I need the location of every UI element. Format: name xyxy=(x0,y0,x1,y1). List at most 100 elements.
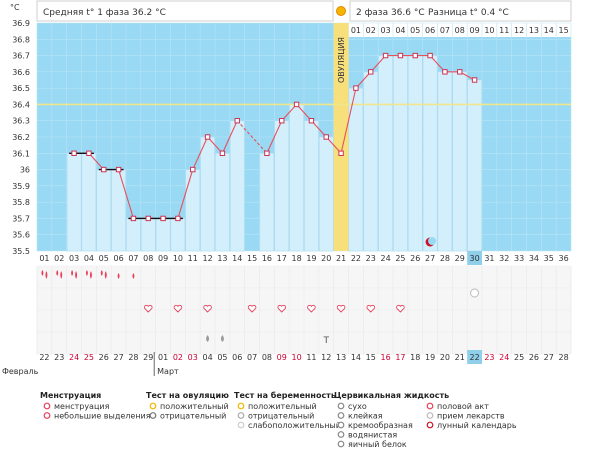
menstruation-icon xyxy=(85,270,92,279)
legend-item: прием лекарств xyxy=(437,412,505,421)
x-tick-label: 32 xyxy=(499,254,509,263)
temperature-segment xyxy=(88,152,105,170)
calendar-date: 06 xyxy=(232,353,242,362)
legend-icon xyxy=(237,412,245,419)
temp-column xyxy=(348,87,364,252)
x-tick-label: 15 xyxy=(247,254,257,263)
x-tick-label: 19 xyxy=(306,254,316,263)
calendar-date: 12 xyxy=(321,353,331,362)
temperature-point xyxy=(175,215,181,222)
x-tick-label: 23 xyxy=(366,254,376,263)
calendar-date: 24 xyxy=(69,353,79,362)
x-tick-label: 10 xyxy=(173,254,183,263)
medicine-icon xyxy=(470,288,480,298)
menstruation-icon xyxy=(41,270,48,279)
legend-title: Тест на овуляцию xyxy=(146,391,229,400)
legend-item: клейкая xyxy=(348,412,383,421)
post-ovulation-day-label: 06 xyxy=(425,26,435,35)
temperature-point xyxy=(160,215,166,222)
temp-column xyxy=(422,55,438,252)
legend-item: отрицательный xyxy=(248,412,314,421)
watery-icon xyxy=(206,335,210,342)
temperature-segment xyxy=(177,169,194,219)
temp-column xyxy=(81,153,97,252)
temp-column xyxy=(304,120,319,252)
header-phase1: Средняя t° 1 фаза 36.2 °C xyxy=(43,8,166,18)
x-tick-label: 34 xyxy=(529,254,539,263)
watery-icon xyxy=(220,335,224,342)
header-phase2: 2 фаза 36.6 °C xyxy=(356,8,425,18)
temp-column xyxy=(378,55,393,252)
temperature-point xyxy=(71,150,77,156)
heart-icon xyxy=(173,304,183,313)
calendar-date: 15 xyxy=(366,353,376,362)
calendar-date: 25 xyxy=(84,353,94,362)
calendar-date: 01 xyxy=(158,353,168,362)
calendar-date: 26 xyxy=(529,353,539,362)
temp-column xyxy=(437,71,453,252)
temperature-point xyxy=(264,150,270,156)
legend-icon xyxy=(426,421,434,429)
legend-icon xyxy=(43,412,51,419)
temperature-point xyxy=(338,150,344,156)
temp-column xyxy=(185,169,201,252)
legend-icon xyxy=(337,412,345,419)
temp-column xyxy=(289,104,304,252)
temp-column xyxy=(170,218,186,252)
y-tick-label: 36.4 xyxy=(12,100,30,109)
temp-column xyxy=(259,153,275,252)
temperature-point xyxy=(279,118,285,124)
post-ovulation-day-label: 09 xyxy=(469,26,479,35)
x-tick-label: 07 xyxy=(128,254,138,263)
temp-column xyxy=(96,169,112,252)
legend-item: слабоположительный xyxy=(248,421,341,430)
legend-title: Менструация xyxy=(40,391,101,400)
temperature-point xyxy=(234,118,240,124)
heart-icon xyxy=(396,304,405,313)
legend-item: положительный xyxy=(160,402,229,411)
temp-column xyxy=(200,136,215,252)
light-discharge-icon xyxy=(132,273,135,279)
heart-icon xyxy=(307,304,316,313)
calendar-date: 23 xyxy=(484,353,494,362)
current-day-marker xyxy=(467,251,482,265)
post-ovulation-day-label: 01 xyxy=(351,26,361,35)
legend-icon xyxy=(426,402,434,410)
legend-item: положительный xyxy=(248,402,317,411)
temperature-point xyxy=(145,215,151,222)
legend-item: водянистая xyxy=(348,431,397,440)
y-unit-label: °C xyxy=(10,3,20,12)
x-tick-label: 28 xyxy=(440,254,450,263)
legend-item: отрицательный xyxy=(160,412,226,421)
calendar-date: 02 xyxy=(173,353,183,362)
temperature-segment xyxy=(429,55,446,73)
heart-icon xyxy=(247,304,257,313)
x-tick-label: 13 xyxy=(217,254,227,263)
calendar-date: 20 xyxy=(440,353,450,362)
temperature-segment xyxy=(325,136,342,154)
post-ovulation-header xyxy=(348,23,571,37)
y-tick-label: 36.7 xyxy=(12,52,30,61)
post-ovulation-day-label: 11 xyxy=(499,26,509,35)
header-difference: Разница t° 0.4 °C xyxy=(428,8,509,18)
temperature-point xyxy=(101,166,107,173)
calendar-date: 29 xyxy=(143,353,153,362)
temp-column xyxy=(229,120,245,252)
x-tick-label: 22 xyxy=(351,254,361,263)
calendar-date: 10 xyxy=(291,353,301,362)
heart-icon xyxy=(203,304,212,313)
x-tick-label: 18 xyxy=(291,254,301,263)
x-tick-label: 26 xyxy=(410,254,420,263)
calendar-date: 19 xyxy=(425,353,435,362)
calendar-date: 08 xyxy=(262,353,272,362)
temperature-point xyxy=(442,69,448,75)
temperature-segment xyxy=(221,120,238,154)
temperature-segment xyxy=(236,120,268,154)
post-ovulation-day-label: 03 xyxy=(380,26,390,35)
temp-column xyxy=(66,153,82,252)
x-tick-label: 04 xyxy=(84,254,94,263)
legend-icon xyxy=(149,412,157,419)
x-tick-label: 17 xyxy=(277,254,287,263)
x-tick-label: 31 xyxy=(484,254,494,263)
calendar-date: 07 xyxy=(247,353,257,362)
